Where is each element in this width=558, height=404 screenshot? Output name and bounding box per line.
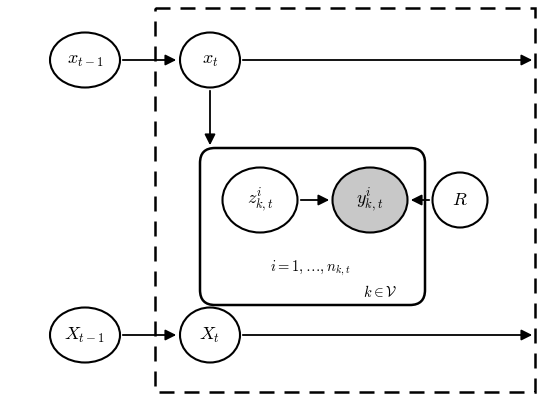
Text: $y_{k,t}^i$: $y_{k,t}^i$: [357, 186, 384, 214]
Ellipse shape: [180, 32, 240, 88]
Text: $X_{t-1}$: $X_{t-1}$: [65, 326, 105, 345]
Text: $X_t$: $X_t$: [199, 326, 220, 345]
Ellipse shape: [223, 168, 297, 232]
Ellipse shape: [180, 307, 240, 362]
Text: $k \in \mathcal{V}$: $k \in \mathcal{V}$: [363, 284, 397, 299]
Ellipse shape: [333, 168, 407, 232]
Bar: [155, 8, 535, 392]
Ellipse shape: [50, 32, 120, 88]
Text: $x_t$: $x_t$: [202, 51, 218, 69]
Text: $R$: $R$: [452, 191, 468, 209]
Ellipse shape: [432, 173, 488, 227]
Ellipse shape: [50, 307, 120, 362]
Text: $z_{k,t}^i$: $z_{k,t}^i$: [247, 186, 273, 214]
Text: $x_{t-1}$: $x_{t-1}$: [67, 51, 103, 69]
Text: $i = 1, \ldots, n_{k,t}$: $i = 1, \ldots, n_{k,t}$: [270, 259, 350, 278]
